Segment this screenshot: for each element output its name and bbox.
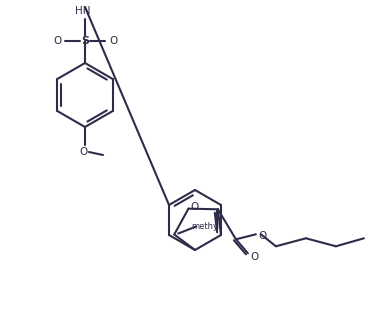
Text: S: S — [81, 36, 89, 46]
Text: O: O — [251, 252, 259, 262]
Text: O: O — [53, 36, 61, 46]
Text: O: O — [259, 231, 267, 241]
Text: O: O — [190, 202, 199, 212]
Text: O: O — [79, 147, 87, 157]
Text: O: O — [109, 36, 117, 46]
Text: methyl: methyl — [192, 222, 221, 231]
Text: HN: HN — [75, 6, 91, 16]
